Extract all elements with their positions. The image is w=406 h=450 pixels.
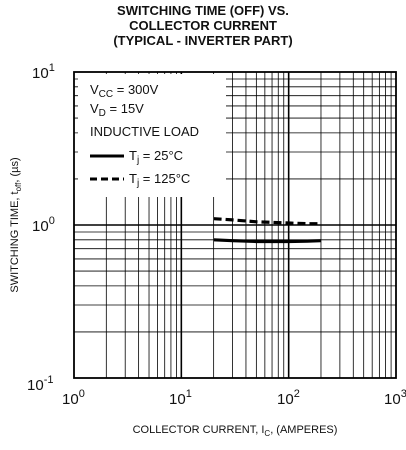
series-line-25c [213, 238, 322, 244]
plot-frame [73, 71, 397, 379]
y-tick-label-10e0: 100 [32, 215, 55, 235]
condition-load: INDUCTIVE LOAD [90, 124, 199, 139]
legend-box [78, 74, 226, 197]
x-tick-label-10e0: 100 [62, 388, 85, 408]
y-tick-label-10e-1: 10-1 [27, 374, 53, 394]
condition-vd: VD = 15V [90, 101, 144, 119]
y-tick-label-10e1: 101 [32, 62, 55, 82]
legend-label-125c: Tj = 125°C [129, 171, 190, 189]
x-tick-label-10e3: 103 [384, 388, 406, 408]
y-axis-label: SWITCHING TIME, toff, (µs) [9, 157, 23, 292]
chart-title-line-2: COLLECTOR CURRENT [129, 18, 277, 33]
x-tick-label-10e1: 101 [169, 388, 192, 408]
data-curves [213, 217, 322, 244]
legend-label-25c: Tj = 25°C [129, 148, 183, 166]
x-axis-label: COLLECTOR CURRENT, IC, (AMPERES) [133, 424, 338, 438]
chart-title-line-1: SWITCHING TIME (OFF) VS. [117, 3, 289, 18]
chart-title-line-3: (TYPICAL - INVERTER PART) [113, 33, 293, 48]
series-line-125c [213, 217, 321, 226]
x-tick-label-10e2: 102 [277, 388, 300, 408]
condition-vcc: VCC = 300V [90, 82, 159, 100]
